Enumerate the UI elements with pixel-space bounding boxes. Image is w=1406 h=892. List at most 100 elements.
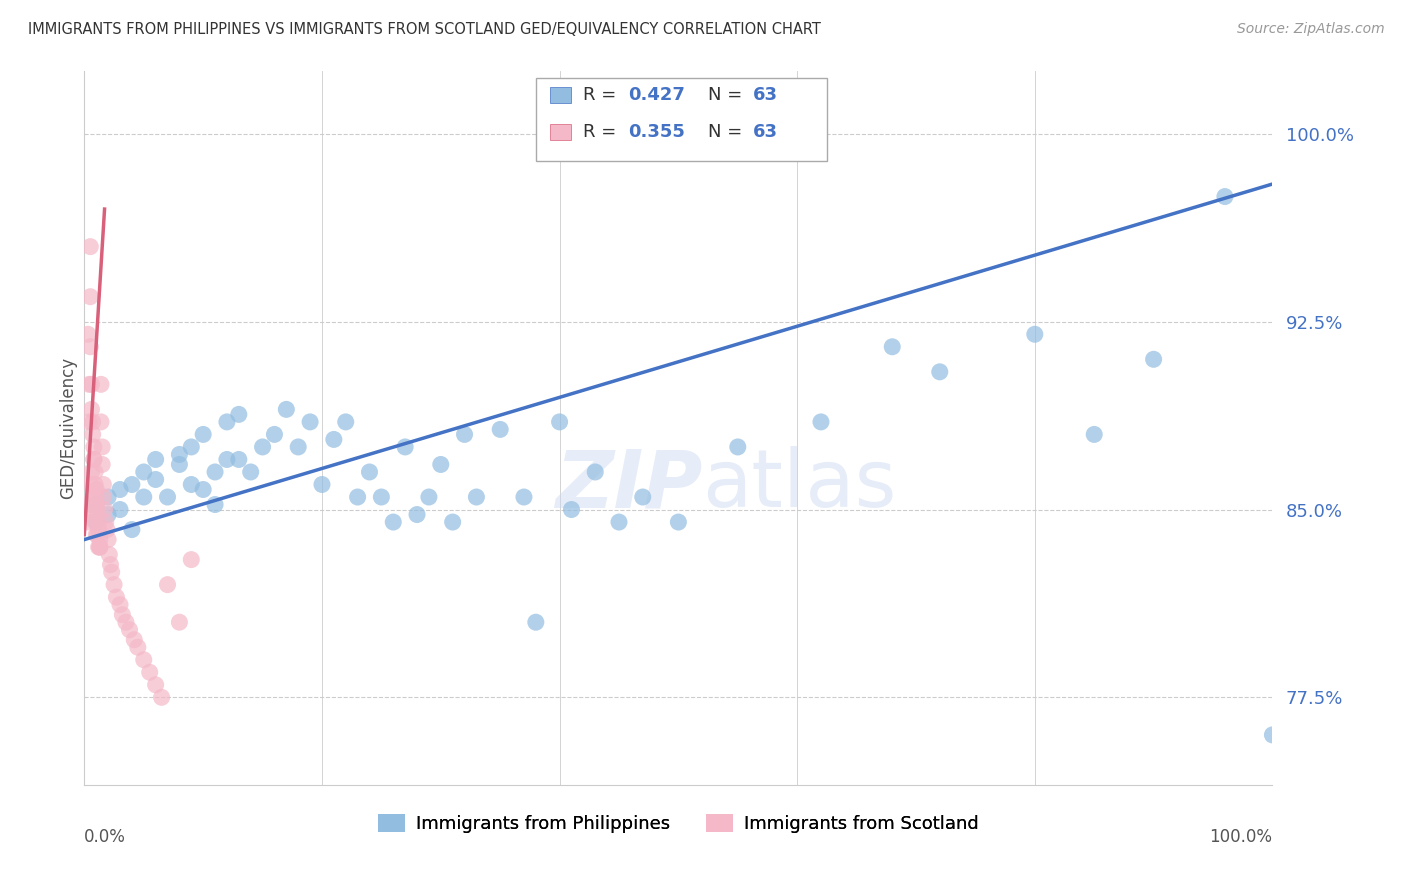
Point	[145, 473, 167, 487]
Text: 63: 63	[752, 123, 778, 141]
Text: N =: N =	[707, 86, 748, 103]
Point	[77, 498, 100, 512]
Point	[84, 490, 107, 504]
Point	[86, 502, 108, 516]
Text: R =: R =	[583, 86, 621, 103]
Point	[122, 632, 145, 647]
Point	[668, 515, 690, 529]
Point	[276, 402, 298, 417]
Point	[169, 615, 191, 630]
Point	[882, 340, 904, 354]
Point	[727, 440, 749, 454]
Point	[370, 490, 392, 504]
Point	[228, 408, 250, 422]
Point	[394, 440, 416, 454]
Point	[228, 452, 250, 467]
Point	[263, 427, 285, 442]
Point	[86, 508, 108, 522]
Text: ZIP: ZIP	[555, 446, 702, 524]
Point	[108, 483, 131, 497]
Point	[252, 440, 274, 454]
Point	[1024, 327, 1046, 342]
Point	[87, 540, 110, 554]
Point	[100, 558, 122, 572]
Point	[121, 523, 143, 537]
Point	[76, 515, 98, 529]
Text: 0.355: 0.355	[628, 123, 685, 141]
Point	[111, 607, 134, 622]
Point	[115, 615, 138, 630]
Point	[346, 490, 368, 504]
Point	[100, 565, 122, 579]
Point	[97, 533, 120, 547]
Point	[84, 515, 107, 529]
Point	[430, 458, 453, 472]
Point	[287, 440, 309, 454]
Legend: Immigrants from Philippines, Immigrants from Scotland: Immigrants from Philippines, Immigrants …	[371, 806, 986, 840]
Point	[169, 447, 191, 461]
Point	[82, 415, 104, 429]
Point	[86, 527, 108, 541]
Point	[82, 490, 104, 504]
Point	[83, 452, 105, 467]
Text: 0.0%: 0.0%	[84, 828, 127, 846]
Point	[84, 527, 107, 541]
Point	[83, 440, 105, 454]
Point	[1261, 728, 1284, 742]
Text: atlas: atlas	[702, 446, 897, 524]
Point	[239, 465, 262, 479]
Point	[1143, 352, 1166, 367]
Point	[150, 690, 173, 705]
Point	[382, 515, 405, 529]
Point	[90, 415, 112, 429]
Point	[299, 415, 322, 429]
Point	[191, 427, 215, 442]
Point	[94, 515, 117, 529]
Point	[96, 523, 118, 537]
Point	[108, 598, 131, 612]
Point	[138, 665, 160, 680]
Text: 100.0%: 100.0%	[1209, 828, 1272, 846]
Text: Source: ZipAtlas.com: Source: ZipAtlas.com	[1237, 22, 1385, 37]
Point	[524, 615, 547, 630]
Point	[548, 415, 571, 429]
Point	[335, 415, 357, 429]
Point	[87, 523, 110, 537]
Point	[418, 490, 440, 504]
Point	[406, 508, 429, 522]
Point	[93, 490, 115, 504]
Text: N =: N =	[707, 123, 748, 141]
Point	[79, 290, 101, 304]
Y-axis label: GED/Equivalency: GED/Equivalency	[59, 357, 77, 500]
Point	[80, 465, 103, 479]
Point	[322, 433, 344, 447]
Point	[583, 465, 606, 479]
Point	[180, 477, 202, 491]
Point	[83, 452, 105, 467]
Point	[169, 458, 191, 472]
Point	[204, 465, 226, 479]
Point	[108, 502, 131, 516]
Point	[84, 515, 107, 529]
Point	[89, 540, 111, 554]
Point	[98, 548, 121, 562]
Point	[631, 490, 654, 504]
Point	[80, 402, 103, 417]
Point	[90, 377, 112, 392]
Point	[89, 533, 111, 547]
Point	[93, 502, 115, 516]
Point	[97, 490, 120, 504]
Point	[465, 490, 488, 504]
Point	[84, 483, 107, 497]
Point	[91, 440, 114, 454]
Point	[560, 502, 582, 516]
Point	[118, 623, 141, 637]
Point	[156, 577, 179, 591]
Point	[180, 440, 202, 454]
FancyBboxPatch shape	[550, 124, 571, 140]
Point	[103, 577, 125, 591]
Point	[311, 477, 333, 491]
Point	[1083, 427, 1105, 442]
Point	[513, 490, 536, 504]
Point	[84, 477, 107, 491]
